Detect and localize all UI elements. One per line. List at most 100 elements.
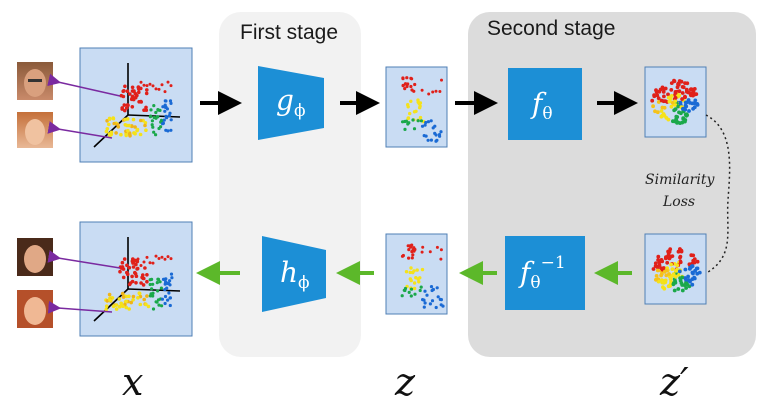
scatter-dot bbox=[410, 256, 414, 260]
scatter-dot bbox=[656, 96, 661, 101]
encoder-label: gϕ bbox=[276, 84, 306, 121]
scatter-dot bbox=[131, 257, 135, 261]
scatter-dot bbox=[131, 298, 135, 302]
scatter-dot bbox=[677, 79, 682, 83]
scatter-dot bbox=[158, 280, 162, 284]
scatter-dot bbox=[151, 125, 155, 129]
scatter-dot bbox=[117, 297, 122, 301]
scatter-dot bbox=[136, 86, 140, 89]
scatter-dot bbox=[145, 255, 149, 259]
scatter-dot bbox=[686, 274, 690, 279]
scatter-dot bbox=[152, 130, 156, 134]
scatter-dot bbox=[109, 132, 114, 136]
scatter-dot bbox=[656, 100, 661, 104]
scatter-dot bbox=[163, 257, 167, 261]
scatter-dot bbox=[424, 120, 428, 125]
scatter-dot bbox=[131, 89, 135, 93]
scatter-dot bbox=[169, 272, 174, 276]
scatter-dot bbox=[690, 282, 695, 287]
scatter-dot bbox=[666, 117, 671, 122]
scatter-dot bbox=[689, 253, 694, 258]
scatter-dot bbox=[138, 302, 143, 307]
scatter-dot bbox=[410, 88, 414, 92]
scatter-dot bbox=[423, 301, 427, 305]
scatter-dot bbox=[669, 104, 674, 109]
scatter-dot bbox=[421, 245, 425, 249]
flow-f-block bbox=[508, 68, 582, 140]
scatter-dot bbox=[688, 101, 692, 105]
scatter-dot bbox=[157, 303, 161, 307]
scatter-dot bbox=[123, 117, 128, 122]
scatter-dot bbox=[139, 80, 143, 84]
scatter-dot bbox=[150, 287, 154, 291]
scatter-dot bbox=[156, 277, 161, 281]
scatter-dot bbox=[122, 103, 127, 107]
scatter-dot bbox=[439, 298, 443, 302]
scatter-dot bbox=[684, 277, 688, 282]
inverse-flow-block bbox=[505, 236, 585, 310]
scatter-dot bbox=[651, 267, 656, 271]
scatter-dot bbox=[124, 305, 129, 310]
scatter-dot bbox=[413, 82, 417, 87]
scatter-dot bbox=[168, 99, 173, 103]
scatter-dot bbox=[691, 271, 695, 276]
scatter-dot bbox=[419, 119, 423, 123]
scatter-dot bbox=[154, 133, 158, 137]
scatter-dot bbox=[114, 131, 118, 135]
scatter-dot bbox=[143, 121, 148, 125]
similarity-loss-link bbox=[705, 114, 731, 273]
scatter-dot bbox=[125, 263, 129, 268]
scatter-dot bbox=[135, 127, 140, 132]
scatter-dot bbox=[152, 115, 156, 120]
scatter-dot bbox=[675, 263, 680, 268]
scatter-dot bbox=[148, 282, 152, 287]
scatter-dot bbox=[107, 117, 112, 121]
scatter-dot bbox=[169, 128, 173, 132]
scatter-dot bbox=[169, 101, 173, 105]
scatter-dot bbox=[677, 89, 682, 94]
scatter-dot bbox=[406, 122, 410, 126]
scatter-dot bbox=[407, 248, 411, 252]
scatter-dot bbox=[689, 92, 694, 97]
scatter-dot bbox=[141, 273, 145, 277]
scatter-dot bbox=[695, 266, 700, 271]
face-thumbnail bbox=[17, 62, 53, 100]
scatter-dot bbox=[418, 115, 423, 120]
scatter-dot bbox=[105, 127, 110, 131]
scatter-dot bbox=[122, 257, 127, 261]
scatter-dot bbox=[420, 88, 424, 92]
scatter-dot bbox=[695, 103, 700, 107]
scatter-dot bbox=[134, 274, 139, 279]
scatter-dot bbox=[411, 248, 416, 252]
scatter-dot bbox=[433, 124, 437, 128]
scatter-dot bbox=[120, 291, 125, 296]
scatter-dot bbox=[168, 279, 172, 283]
scatter-dot bbox=[166, 255, 170, 259]
scatter-dot bbox=[136, 296, 140, 300]
scatter-dot bbox=[412, 286, 417, 291]
scatter-dot bbox=[685, 81, 690, 86]
scatter-dot bbox=[408, 277, 412, 281]
scatter-dot bbox=[143, 123, 147, 128]
scatter-dot bbox=[662, 94, 666, 99]
decoder-label: hϕ bbox=[280, 256, 310, 293]
scatter-dot bbox=[684, 100, 689, 105]
scatter-dot bbox=[692, 275, 697, 280]
scatter-dot bbox=[409, 245, 413, 249]
scatter-dot bbox=[141, 283, 146, 287]
second-stage-title: Second stage bbox=[487, 17, 616, 40]
scatter-dot bbox=[421, 298, 425, 302]
scatter-dot bbox=[425, 293, 429, 297]
scatter-dot bbox=[434, 133, 438, 137]
scatter-dot bbox=[676, 287, 681, 291]
scatter-dot bbox=[131, 294, 136, 299]
variable-x-label: x bbox=[122, 360, 144, 404]
scatter-dot bbox=[138, 132, 143, 137]
scatter-dot bbox=[161, 121, 165, 125]
scatter-dot bbox=[420, 267, 425, 272]
scatter-dot bbox=[650, 98, 655, 103]
scatter-dot bbox=[403, 127, 407, 131]
scatter-dot bbox=[431, 90, 435, 94]
scatter-dot bbox=[142, 83, 146, 87]
